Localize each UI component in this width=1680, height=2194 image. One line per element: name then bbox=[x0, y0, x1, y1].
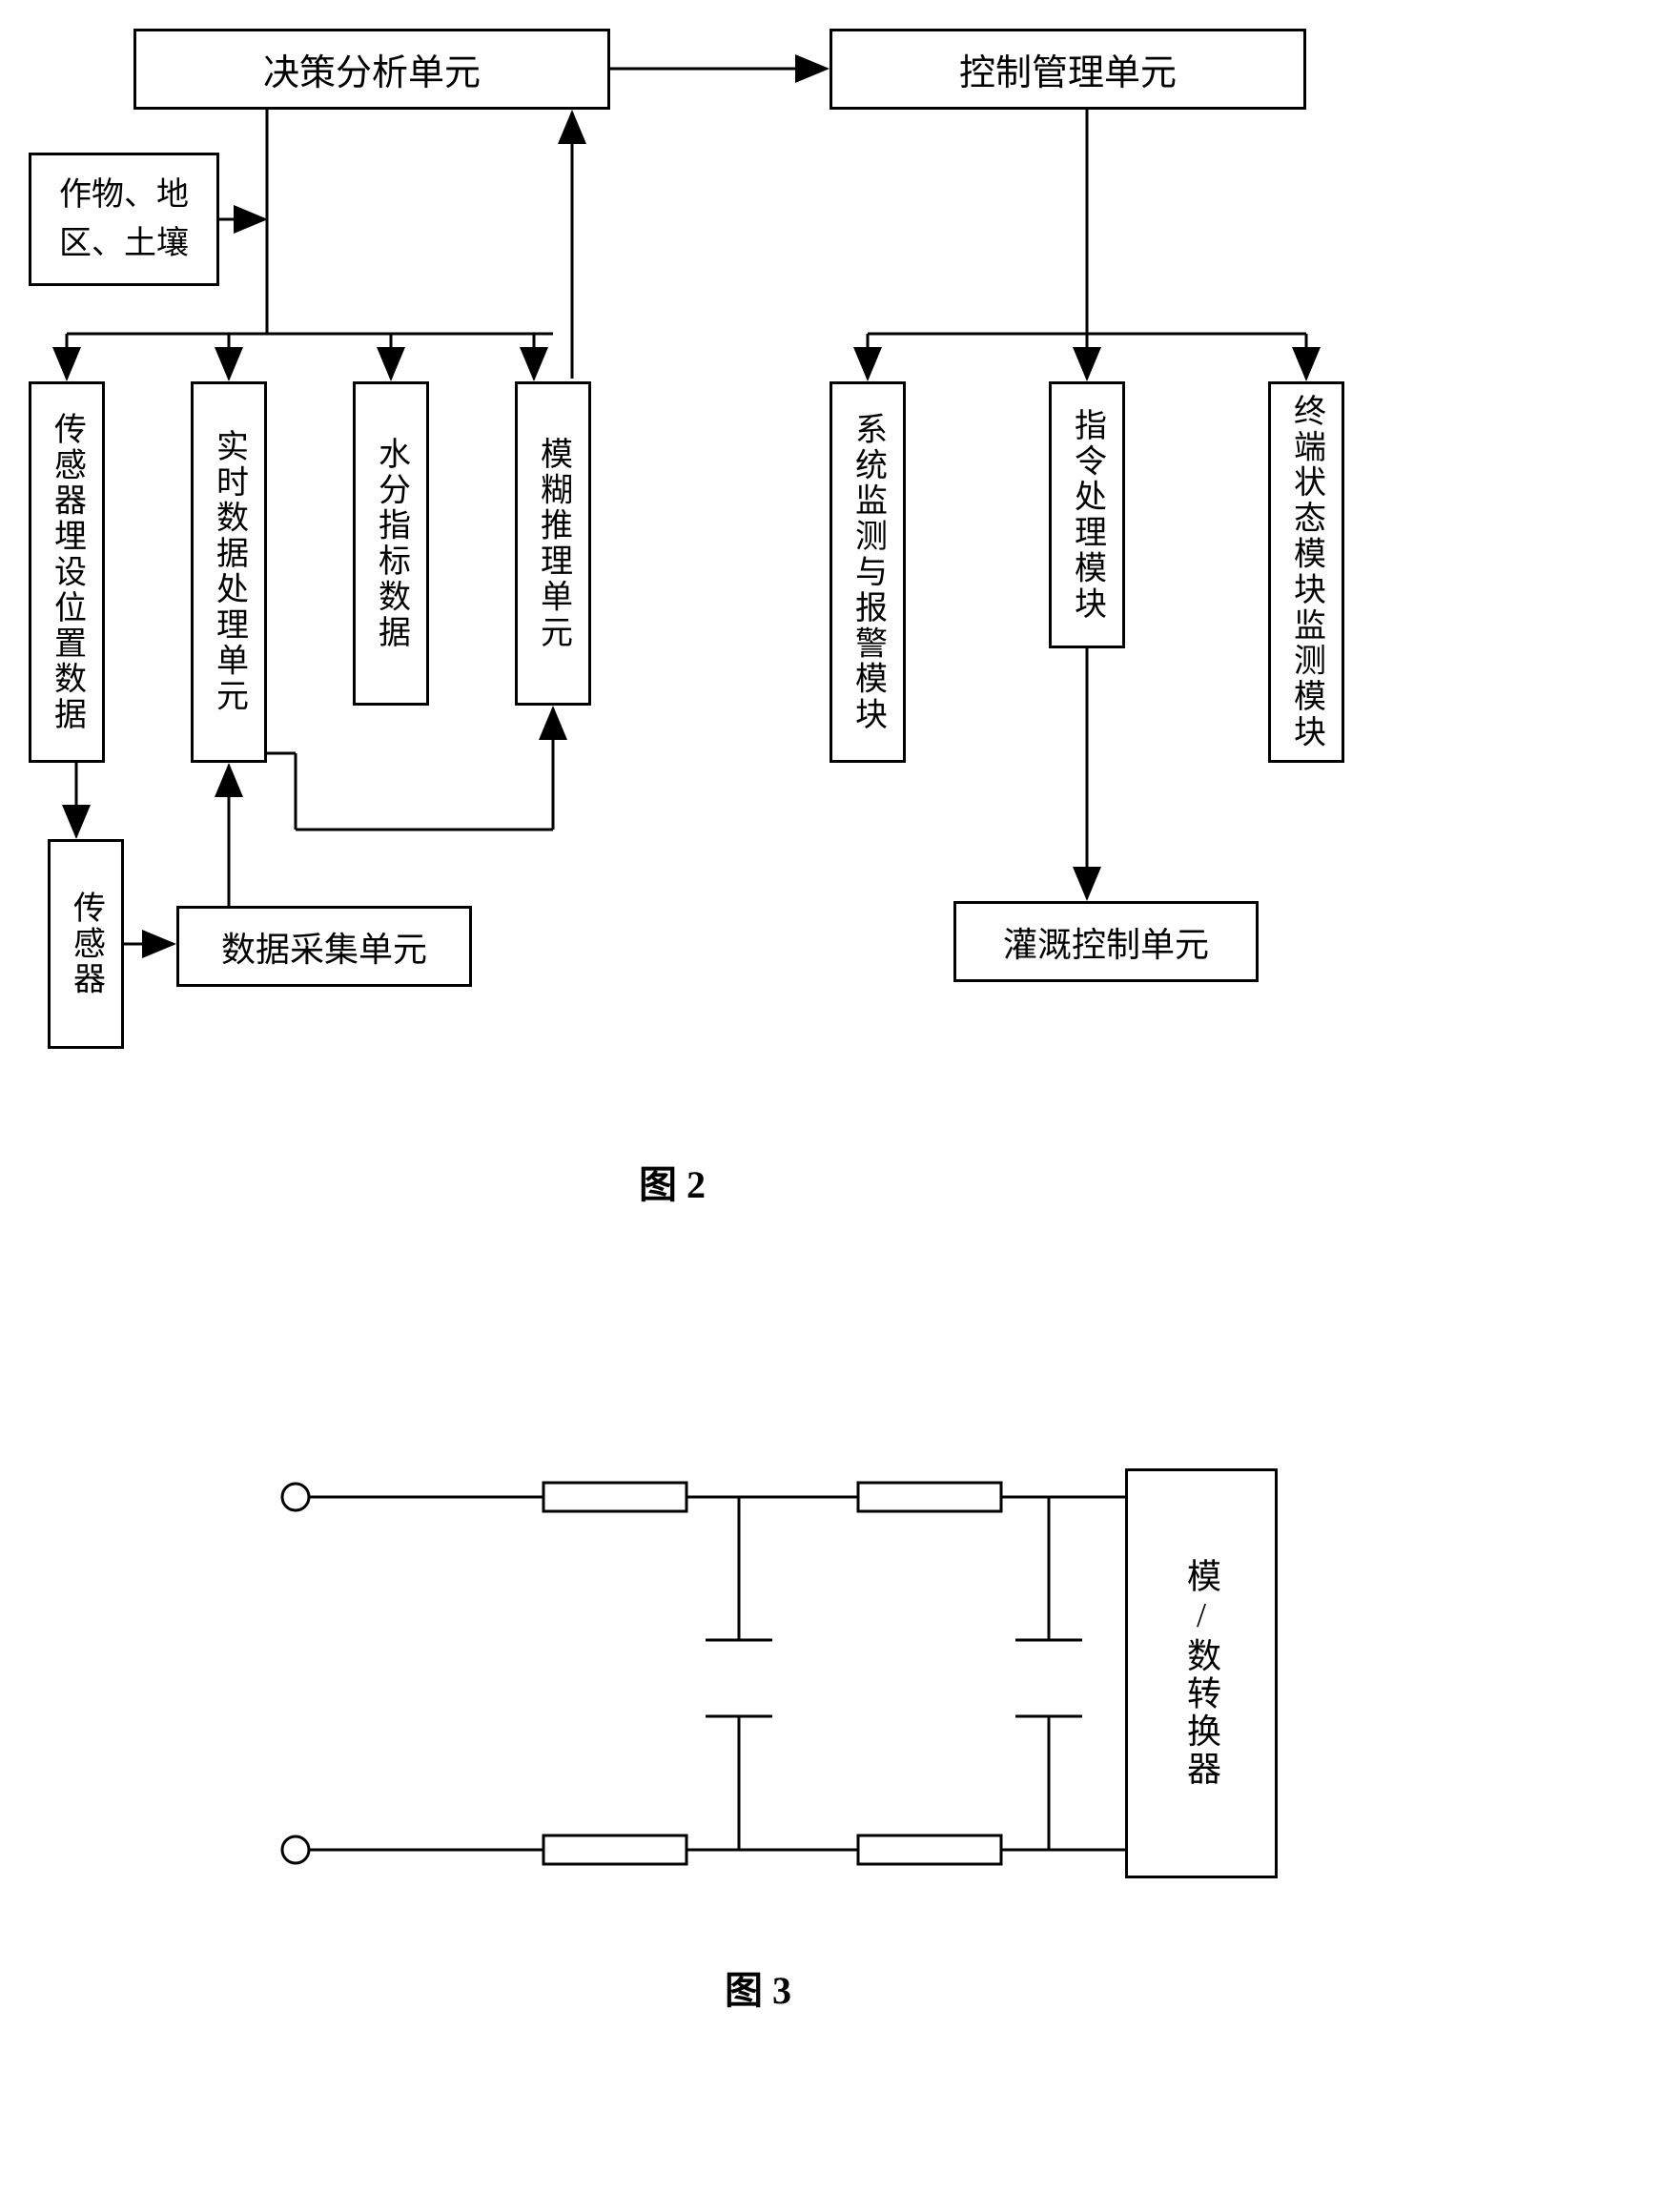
fuzzy-reasoning-label: 模糊推理单元 bbox=[530, 437, 577, 650]
control-management-box: 控制管理单元 bbox=[830, 29, 1306, 110]
figure2-caption: 图 2 bbox=[639, 1154, 706, 1209]
terminal-bottom bbox=[282, 1836, 309, 1863]
terminal-top bbox=[282, 1484, 309, 1510]
moisture-index-data-box: 水分指标数据 bbox=[353, 381, 429, 706]
command-processing-box: 指令处理模块 bbox=[1049, 381, 1125, 648]
data-collection-label: 数据采集单元 bbox=[221, 922, 427, 972]
terminal-status-monitor-box: 终端状态模块监测模块 bbox=[1268, 381, 1344, 763]
resistor-r3 bbox=[543, 1835, 686, 1864]
diagram-svg-layer bbox=[0, 0, 1680, 2194]
sensor-position-data-label: 传感器埋设位置数据 bbox=[44, 412, 91, 733]
system-monitor-alarm-box: 系统监测与报警模块 bbox=[830, 381, 906, 763]
figure3-caption: 图 3 bbox=[725, 1959, 791, 2015]
fuzzy-reasoning-box: 模糊推理单元 bbox=[515, 381, 591, 706]
decision-analysis-box: 决策分析单元 bbox=[133, 29, 610, 110]
sensor-position-data-box: 传感器埋设位置数据 bbox=[29, 381, 105, 763]
crop-region-soil-label: 作物、地区、土壤 bbox=[41, 171, 207, 268]
irrigation-control-label: 灌溉控制单元 bbox=[1003, 917, 1209, 967]
command-processing-label: 指令处理模块 bbox=[1064, 408, 1111, 622]
moisture-index-data-label: 水分指标数据 bbox=[368, 437, 415, 650]
sensor-box: 传感器 bbox=[48, 839, 124, 1049]
sensor-label: 传感器 bbox=[63, 891, 110, 997]
data-collection-box: 数据采集单元 bbox=[176, 906, 472, 987]
resistor-r1 bbox=[543, 1483, 686, 1511]
ad-converter-label: 模/数转换器 bbox=[1177, 1558, 1226, 1789]
crop-region-soil-box: 作物、地区、土壤 bbox=[29, 153, 219, 286]
decision-analysis-label: 决策分析单元 bbox=[263, 43, 481, 95]
realtime-data-processing-label: 实时数据处理单元 bbox=[206, 429, 253, 714]
realtime-data-processing-box: 实时数据处理单元 bbox=[191, 381, 267, 763]
resistor-r2 bbox=[858, 1483, 1001, 1511]
control-management-label: 控制管理单元 bbox=[959, 43, 1177, 95]
irrigation-control-box: 灌溉控制单元 bbox=[953, 901, 1259, 982]
resistor-r4 bbox=[858, 1835, 1001, 1864]
system-monitor-alarm-label: 系统监测与报警模块 bbox=[845, 412, 891, 733]
terminal-status-monitor-label: 终端状态模块监测模块 bbox=[1283, 394, 1330, 750]
ad-converter-box: 模/数转换器 bbox=[1125, 1468, 1278, 1878]
